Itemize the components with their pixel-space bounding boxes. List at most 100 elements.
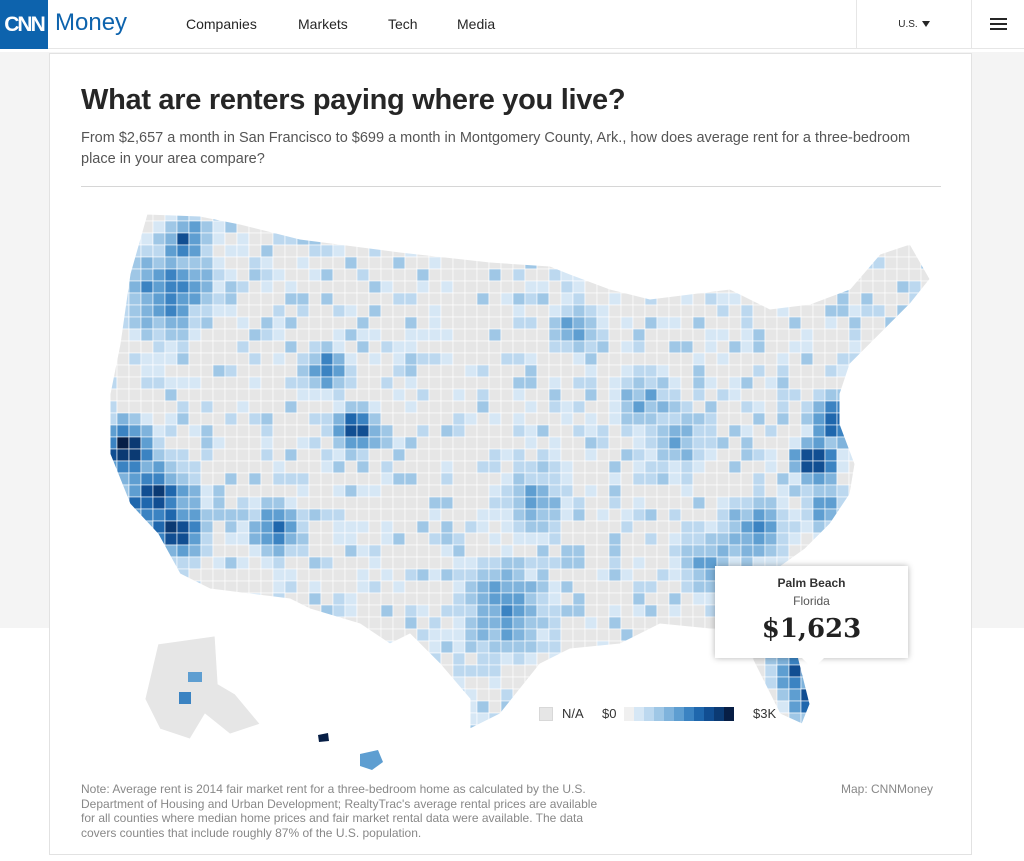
- county-cell[interactable]: [632, 652, 646, 666]
- county-cell[interactable]: [260, 376, 274, 390]
- county-cell[interactable]: [548, 472, 562, 486]
- county-cell[interactable]: [356, 664, 370, 678]
- county-cell[interactable]: [392, 412, 406, 426]
- county-cell[interactable]: [848, 340, 862, 354]
- county-cell[interactable]: [140, 388, 154, 402]
- county-cell[interactable]: [620, 220, 634, 234]
- county-cell[interactable]: [620, 628, 634, 642]
- county-cell[interactable]: [536, 532, 550, 546]
- county-cell[interactable]: [860, 304, 874, 318]
- county-cell[interactable]: [584, 712, 598, 726]
- county-cell[interactable]: [212, 220, 226, 234]
- county-cell[interactable]: [320, 496, 334, 510]
- county-cell[interactable]: [392, 388, 406, 402]
- county-cell[interactable]: [176, 496, 190, 510]
- county-cell[interactable]: [884, 724, 898, 737]
- county-cell[interactable]: [500, 244, 514, 258]
- county-cell[interactable]: [524, 424, 538, 438]
- county-cell[interactable]: [404, 652, 418, 666]
- county-cell[interactable]: [656, 328, 670, 342]
- county-cell[interactable]: [884, 712, 898, 726]
- county-cell[interactable]: [572, 448, 586, 462]
- county-cell[interactable]: [716, 496, 730, 510]
- county-cell[interactable]: [800, 376, 814, 390]
- county-cell[interactable]: [764, 472, 778, 486]
- county-cell[interactable]: [368, 664, 382, 678]
- county-cell[interactable]: [476, 220, 490, 234]
- county-cell[interactable]: [200, 724, 214, 737]
- county-cell[interactable]: [560, 508, 574, 522]
- county-cell[interactable]: [476, 628, 490, 642]
- county-cell[interactable]: [476, 496, 490, 510]
- county-cell[interactable]: [200, 508, 214, 522]
- county-cell[interactable]: [236, 268, 250, 282]
- county-cell[interactable]: [512, 316, 526, 330]
- county-cell[interactable]: [296, 280, 310, 294]
- county-cell[interactable]: [644, 460, 658, 474]
- county-cell[interactable]: [572, 604, 586, 618]
- county-cell[interactable]: [488, 292, 502, 306]
- county-cell[interactable]: [752, 532, 766, 546]
- county-cell[interactable]: [764, 232, 778, 246]
- county-cell[interactable]: [728, 424, 742, 438]
- county-cell[interactable]: [464, 232, 478, 246]
- county-cell[interactable]: [608, 724, 622, 737]
- county-cell[interactable]: [632, 376, 646, 390]
- county-cell[interactable]: [512, 292, 526, 306]
- county-cell[interactable]: [116, 700, 130, 714]
- county-cell[interactable]: [920, 628, 933, 642]
- county-cell[interactable]: [920, 640, 933, 654]
- county-cell[interactable]: [692, 724, 706, 737]
- county-cell[interactable]: [740, 676, 754, 690]
- county-cell[interactable]: [620, 580, 634, 594]
- county-cell[interactable]: [440, 268, 454, 282]
- county-cell[interactable]: [776, 532, 790, 546]
- county-cell[interactable]: [272, 496, 286, 510]
- county-cell[interactable]: [740, 712, 754, 726]
- county-cell[interactable]: [308, 352, 322, 366]
- county-cell[interactable]: [764, 520, 778, 534]
- county-cell[interactable]: [584, 244, 598, 258]
- county-cell[interactable]: [116, 592, 130, 606]
- county-cell[interactable]: [764, 544, 778, 558]
- county-cell[interactable]: [788, 280, 802, 294]
- county-cell[interactable]: [752, 688, 766, 702]
- county-cell[interactable]: [452, 640, 466, 654]
- county-cell[interactable]: [704, 232, 718, 246]
- county-cell[interactable]: [716, 232, 730, 246]
- county-cell[interactable]: [872, 352, 886, 366]
- county-cell[interactable]: [404, 328, 418, 342]
- county-cell[interactable]: [272, 640, 286, 654]
- county-cell[interactable]: [824, 724, 838, 737]
- county-cell[interactable]: [872, 688, 886, 702]
- county-cell[interactable]: [296, 508, 310, 522]
- county-cell[interactable]: [248, 244, 262, 258]
- county-cell[interactable]: [704, 484, 718, 498]
- county-cell[interactable]: [872, 724, 886, 737]
- county-cell[interactable]: [848, 400, 862, 414]
- county-cell[interactable]: [356, 352, 370, 366]
- county-cell[interactable]: [308, 544, 322, 558]
- county-cell[interactable]: [560, 568, 574, 582]
- county-cell[interactable]: [164, 316, 178, 330]
- county-cell[interactable]: [524, 640, 538, 654]
- county-cell[interactable]: [716, 244, 730, 258]
- county-cell[interactable]: [356, 520, 370, 534]
- county-cell[interactable]: [860, 484, 874, 498]
- county-cell[interactable]: [740, 412, 754, 426]
- county-cell[interactable]: [824, 688, 838, 702]
- county-cell[interactable]: [320, 508, 334, 522]
- county-cell[interactable]: [248, 604, 262, 618]
- county-cell[interactable]: [896, 268, 910, 282]
- county-cell[interactable]: [788, 376, 802, 390]
- county-cell[interactable]: [320, 664, 334, 678]
- county-cell[interactable]: [344, 544, 358, 558]
- county-cell[interactable]: [308, 328, 322, 342]
- county-cell[interactable]: [704, 688, 718, 702]
- county-cell[interactable]: [164, 496, 178, 510]
- county-cell[interactable]: [212, 568, 226, 582]
- county-cell[interactable]: [716, 220, 730, 234]
- county-cell[interactable]: [452, 712, 466, 726]
- county-cell[interactable]: [668, 676, 682, 690]
- county-cell[interactable]: [596, 316, 610, 330]
